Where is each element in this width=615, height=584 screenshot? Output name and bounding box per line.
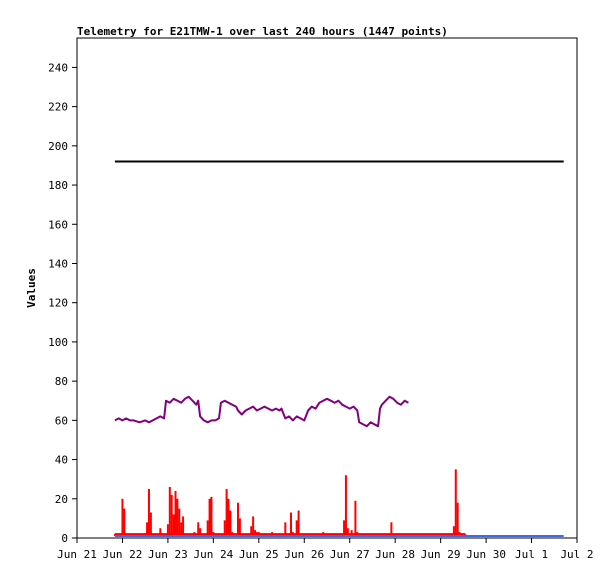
- y-axis-label: Values: [25, 268, 38, 308]
- x-axis: Jun 21 Jun 22 Jun 23 Jun 24 Jun 25 Jun 26 Jun …: [57, 538, 594, 561]
- y-tick-label: 180: [48, 179, 68, 192]
- series-line: [114, 395, 409, 428]
- x-tick-label: Jun 24: [193, 548, 233, 561]
- x-tick-label: Jul 1: [515, 548, 548, 561]
- x-tick-label: Jun 22: [103, 548, 143, 561]
- x-tick-label: Jun 30: [466, 548, 506, 561]
- y-tick-label: 200: [48, 140, 68, 153]
- chart-title: Telemetry for E21TMW-1 over last 240 hou…: [77, 25, 448, 38]
- x-tick-label: Jun 25: [239, 548, 279, 561]
- x-tick-label: Jun 26: [284, 548, 324, 561]
- series-layer: [113, 160, 564, 537]
- y-tick-label: 0: [61, 532, 68, 545]
- y-tick-label: 40: [55, 454, 68, 467]
- x-tick-label: Jun 29: [421, 548, 461, 561]
- y-tick-label: 160: [48, 218, 68, 231]
- x-tick-label: Jun 27: [330, 548, 370, 561]
- y-tick-label: 80: [55, 375, 68, 388]
- y-tick-label: 60: [55, 414, 68, 427]
- x-tick-label: Jul 2: [560, 548, 593, 561]
- y-tick-label: 240: [48, 61, 68, 74]
- plot-frame: [76, 37, 578, 539]
- y-tick-label: 220: [48, 101, 68, 114]
- y-tick-label: 140: [48, 257, 68, 270]
- x-tick-label: Jun 23: [148, 548, 188, 561]
- x-tick-label: Jun 21: [57, 548, 97, 561]
- y-tick-label: 100: [48, 336, 68, 349]
- y-tick-label: 20: [55, 493, 68, 506]
- y-tick-label: 120: [48, 297, 68, 310]
- y-axis: 0 20 40 60 80 100 120 140 160 180 200 220 240: [48, 61, 77, 545]
- series-2: [113, 469, 467, 537]
- series-1: [114, 395, 409, 428]
- x-tick-label: Jun 28: [375, 548, 415, 561]
